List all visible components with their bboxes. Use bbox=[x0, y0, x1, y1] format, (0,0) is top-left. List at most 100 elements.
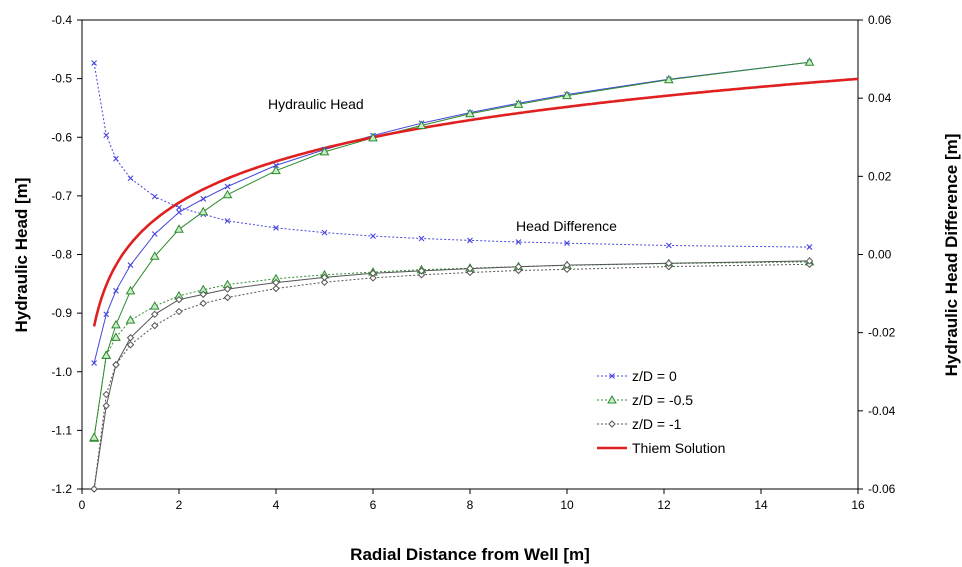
marker-diamond bbox=[417, 267, 426, 275]
marker-diamond bbox=[514, 266, 523, 275]
left-y-tick-label: -1.0 bbox=[51, 365, 72, 379]
marker-diamond bbox=[563, 265, 571, 274]
legend-item: z/D = -0.5 bbox=[597, 392, 693, 408]
marker-diamond bbox=[151, 321, 159, 330]
marker-x bbox=[91, 360, 98, 366]
marker-x bbox=[224, 217, 231, 224]
marker-diamond bbox=[199, 290, 207, 299]
marker-x bbox=[321, 229, 328, 236]
marker-diamond bbox=[466, 268, 474, 277]
data-curves bbox=[89, 57, 859, 493]
head-difference-line bbox=[93, 263, 810, 490]
marker-triangle bbox=[89, 432, 99, 441]
marker-triangle bbox=[562, 90, 572, 100]
marker-diamond bbox=[563, 261, 571, 269]
marker-x bbox=[515, 239, 522, 245]
marker-diamond bbox=[272, 278, 280, 287]
marker-x bbox=[176, 209, 182, 216]
marker-diamond bbox=[369, 269, 377, 277]
marker-triangle bbox=[125, 285, 136, 295]
marker-diamond bbox=[175, 307, 183, 316]
marker-triangle bbox=[149, 301, 160, 310]
marker-diamond bbox=[665, 259, 673, 268]
marker-diamond bbox=[126, 334, 135, 342]
marker-triangle bbox=[804, 57, 815, 66]
marker-triangle bbox=[607, 394, 617, 404]
marker-triangle bbox=[513, 99, 524, 108]
left-y-tick-label: -0.5 bbox=[51, 72, 72, 86]
marker-x bbox=[609, 373, 615, 379]
marker-diamond bbox=[126, 341, 135, 349]
marker-diamond bbox=[417, 271, 426, 279]
x-tick-label: 14 bbox=[754, 498, 768, 512]
annotation-head-difference: Head Difference bbox=[516, 218, 617, 234]
marker-x bbox=[113, 155, 119, 162]
x-tick-label: 6 bbox=[370, 498, 377, 512]
marker-diamond bbox=[369, 274, 377, 282]
left-y-tick-label: -0.7 bbox=[51, 189, 72, 203]
marker-diamond bbox=[151, 310, 159, 319]
marker-x bbox=[665, 242, 672, 249]
marker-x bbox=[151, 231, 158, 237]
marker-diamond bbox=[466, 264, 474, 273]
x-tick-label: 10 bbox=[560, 498, 574, 512]
marker-triangle bbox=[149, 251, 160, 260]
right-y-tick-label: 0.04 bbox=[868, 91, 892, 105]
right-y-axis-title: Hydraulic Head Difference [m] bbox=[942, 134, 961, 377]
series-1-markers bbox=[91, 59, 813, 366]
marker-x bbox=[370, 233, 376, 240]
marker-triangle bbox=[222, 189, 233, 199]
x-tick-label: 16 bbox=[851, 498, 865, 512]
legend-label: z/D = -0.5 bbox=[632, 392, 693, 408]
marker-diamond bbox=[608, 420, 616, 428]
right-y-tick-label: 0.00 bbox=[868, 248, 892, 262]
x-tick-label: 0 bbox=[79, 498, 86, 512]
marker-triangle bbox=[111, 319, 121, 329]
marker-triangle bbox=[111, 332, 121, 341]
marker-diamond bbox=[102, 390, 110, 399]
right-y-tick-label: 0.02 bbox=[868, 169, 892, 183]
marker-x bbox=[418, 235, 425, 242]
right-y-axis: -0.06 -0.04 -0.02 0.00 0.02 0.04 0.06 bbox=[858, 13, 896, 496]
marker-diamond bbox=[272, 284, 280, 293]
marker-x bbox=[113, 287, 119, 294]
marker-x bbox=[127, 175, 134, 182]
right-y-tick-label: -0.02 bbox=[868, 326, 896, 340]
marker-triangle bbox=[663, 74, 674, 84]
marker-triangle bbox=[416, 120, 427, 130]
left-y-tick-label: -1.1 bbox=[51, 423, 72, 437]
marker-diamond bbox=[320, 278, 329, 286]
marker-x bbox=[467, 237, 473, 244]
marker-diamond bbox=[320, 273, 329, 282]
marker-diamond bbox=[514, 263, 523, 271]
x-tick-label: 12 bbox=[657, 498, 671, 512]
marker-triangle bbox=[368, 132, 378, 142]
marker-diamond bbox=[90, 485, 98, 493]
legend-label: z/D = -1 bbox=[632, 416, 682, 432]
marker-x bbox=[273, 162, 279, 169]
marker-x bbox=[151, 193, 158, 200]
right-y-tick-label: -0.04 bbox=[868, 404, 896, 418]
marker-diamond bbox=[199, 299, 207, 308]
marker-triangle bbox=[271, 165, 281, 175]
marker-x bbox=[176, 204, 182, 211]
legend-item: Thiem Solution bbox=[597, 440, 725, 456]
left-y-tick-label: -1.2 bbox=[51, 482, 72, 496]
plot-area bbox=[81, 19, 859, 490]
x-tick-label: 8 bbox=[467, 498, 474, 512]
legend-item: z/D = 0 bbox=[597, 368, 677, 384]
marker-x bbox=[103, 311, 110, 318]
legend-label: z/D = 0 bbox=[632, 368, 677, 384]
marker-diamond bbox=[102, 402, 110, 410]
left-y-axis-title: Hydraulic Head [m] bbox=[12, 178, 31, 333]
x-tick-label: 4 bbox=[273, 498, 280, 512]
marker-x bbox=[564, 240, 570, 247]
series-3-markers bbox=[90, 257, 814, 493]
marker-x bbox=[127, 262, 134, 268]
marker-x bbox=[103, 132, 110, 139]
series-2 bbox=[93, 61, 810, 439]
marker-triangle bbox=[198, 206, 209, 216]
left-y-axis: -1.2 -1.1 -1.0 -0.9 -0.8 -0.7 -0.6 -0.5 -0.4 bbox=[51, 13, 82, 496]
marker-triangle bbox=[125, 315, 136, 324]
